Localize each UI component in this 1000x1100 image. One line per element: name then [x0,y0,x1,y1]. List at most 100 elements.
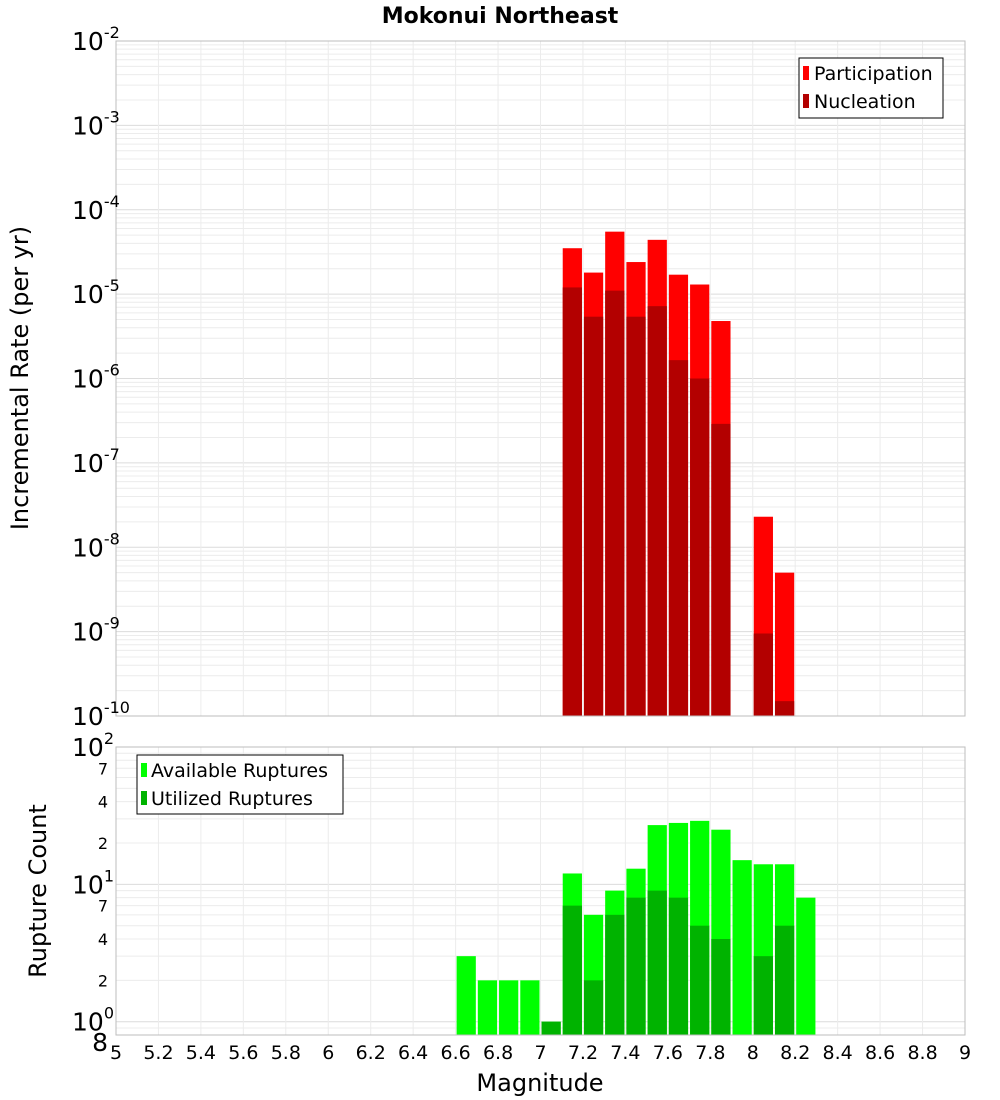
top-y-tick-label: 10-8 [72,529,120,562]
top-y-tick-label: 10-3 [72,107,120,140]
legend-swatch-participation [803,66,809,80]
top-y-tick-label: 10-6 [72,361,120,394]
top-y-tick-label: 10-5 [72,276,120,309]
bottom-bar-utilized [753,956,773,1035]
top-y-axis-label: Incremental Rate (per yr) [6,226,34,530]
top-bar-nucleation [774,701,795,716]
bottom-y-major-tick-label: 101 [72,866,114,899]
tick-base: 10 [72,870,104,899]
bottom-y-minor-tick-label: 7 [98,759,108,778]
bottom-bar-available [456,956,476,1035]
x-tick-label: 8.8 [907,1042,937,1064]
x-tick-label: 6.8 [483,1042,513,1064]
x-tick-label: 5.6 [228,1042,258,1064]
top-y-tick-label: 10-10 [72,698,130,731]
top-y-tick-label: 10-4 [72,192,120,225]
bottom-y-minor-tick-label: 7 [98,897,108,916]
x-tick-label: 5.4 [186,1042,216,1064]
x-tick-label: 9 [959,1042,971,1064]
top-bar-nucleation [562,287,582,716]
x-tick-label: 8.6 [865,1042,895,1064]
top-bar-nucleation [583,316,604,716]
bottom-bar-utilized [605,914,625,1035]
x-axis-label: Magnitude [476,1069,603,1097]
top-y-tick-label: 10-9 [72,614,120,647]
legend-swatch-available [141,763,147,777]
tick-exponent: -9 [104,614,120,633]
top-bar-nucleation [711,423,731,716]
x-tick-label: 5 [110,1042,122,1064]
tick-exponent: -7 [104,445,120,464]
bottom-y-major-tick-label: 100 [72,1004,114,1037]
tick-base: 10 [72,111,104,140]
legend-swatch-utilized [141,791,147,805]
bottom-bar-utilized [774,925,795,1035]
chart-title: Mokonui Northeast [382,4,619,29]
bottom-y-minor-tick-label: 2 [98,971,108,990]
tick-exponent: -6 [104,361,120,380]
x-tick-label: 8.2 [780,1042,810,1064]
bottom-bar-utilized [626,897,646,1035]
x-tick-label: 8.4 [823,1042,853,1064]
x-tick-label: 5.8 [271,1042,301,1064]
bottom-y-minor-tick-label: 2 [98,834,108,853]
top-bar-participation [774,572,795,716]
tick-exponent: -3 [104,107,120,126]
tick-base: 10 [72,196,104,225]
legend-label-available: Available Ruptures [151,760,328,782]
bottom-bar-utilized [647,890,667,1035]
x-tick-label: 5.2 [143,1042,173,1064]
top-bar-nucleation [753,633,773,716]
bottom-legend: Available Ruptures Utilized Ruptures [136,754,344,815]
top-plot-frame [115,40,966,717]
tick-exponent: -2 [104,23,120,42]
top-bar-nucleation [647,306,667,716]
bottom-y-minor-tick-label: 8 [92,1028,108,1057]
tick-base: 10 [72,365,104,394]
top-plot-bars [562,231,795,717]
top-y-tick-label: 10-2 [72,23,120,56]
bottom-bar-available [499,980,519,1035]
top-legend: Participation Nucleation [798,57,944,119]
tick-base: 10 [72,733,104,762]
x-tick-label: 6.2 [356,1042,386,1064]
x-tick-label: 7.8 [695,1042,725,1064]
tick-exponent: -8 [104,529,120,548]
legend-label-nucleation: Nucleation [814,91,916,113]
x-tick-labels: 5 5.2 5.4 5.6 5.8 6 6.2 6.4 6.6 6.8 7 7.2 7.4 7.6 7.8 8… [110,1042,971,1064]
top-y-tick-label: 10-7 [72,445,120,478]
x-tick-label: 6.4 [398,1042,428,1064]
bottom-y-major-tick-label: 102 [72,729,114,762]
bottom-bar-utilized [583,980,604,1035]
tick-exponent: 2 [104,729,114,748]
tick-base: 10 [72,702,104,731]
top-bar-nucleation [605,290,625,716]
x-tick-label: 8 [747,1042,759,1064]
x-tick-label: 7.4 [610,1042,640,1064]
bottom-bar-utilized [690,925,710,1035]
bottom-plot-bars [456,820,816,1035]
tick-exponent: 1 [104,866,114,885]
bottom-plot-frame [115,746,966,1036]
tick-base: 10 [72,533,104,562]
tick-base: 10 [72,280,104,309]
bottom-bar-utilized [668,897,689,1035]
top-y-tick-labels: 10-210-310-410-510-610-710-810-910-10 [72,23,130,731]
top-legend-box [798,57,944,119]
top-bar-nucleation [668,360,689,716]
legend-label-utilized: Utilized Ruptures [151,788,313,810]
bottom-y-minor-tick-label: 4 [98,930,108,949]
legend-label-participation: Participation [814,63,933,85]
bottom-bar-available [477,980,498,1035]
bottom-bar-available [732,860,752,1035]
tick-exponent: -10 [104,698,130,717]
tick-base: 10 [72,27,104,56]
bottom-y-minor-tick-label: 4 [98,793,108,812]
bottom-legend-box [136,754,344,815]
x-tick-label: 7.6 [653,1042,683,1064]
x-tick-label: 7.2 [568,1042,598,1064]
bottom-bar-utilized [711,939,731,1035]
bottom-bar-available [796,897,816,1035]
